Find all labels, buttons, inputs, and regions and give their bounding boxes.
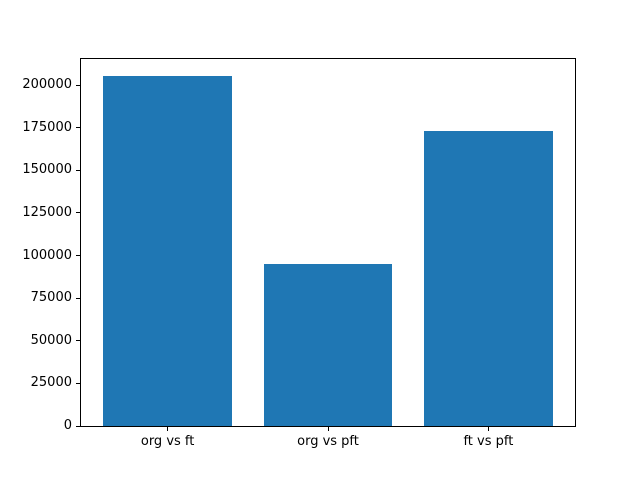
y-tick-mark <box>76 255 80 256</box>
x-tick-mark <box>487 427 489 431</box>
y-tick-label: 125000 <box>22 204 72 220</box>
y-tick-label: 100000 <box>22 247 72 263</box>
x-tick-mark <box>167 427 169 431</box>
bar-org-vs-ft <box>103 76 232 426</box>
x-tick-label: org vs pft <box>297 434 359 449</box>
bar-ft-vs-pft <box>424 131 553 426</box>
x-tick-mark <box>327 427 329 431</box>
bar-org-vs-pft <box>263 264 393 426</box>
y-tick-mark <box>76 425 80 427</box>
y-tick-label: 200000 <box>22 77 72 92</box>
y-tick-mark <box>76 382 80 384</box>
y-tick-mark <box>76 127 80 129</box>
y-tick-label: 175000 <box>22 119 72 135</box>
y-tick-mark <box>76 169 80 171</box>
plot-area <box>80 58 576 427</box>
y-tick-label: 50000 <box>30 332 72 348</box>
x-tick-label: org vs ft <box>140 434 195 449</box>
y-tick-label: 75000 <box>30 290 72 306</box>
y-tick-mark <box>76 212 80 214</box>
y-tick-label: 0 <box>63 418 72 433</box>
y-tick-mark <box>76 297 80 299</box>
y-tick-mark <box>76 84 80 86</box>
x-tick-label: ft vs pft <box>463 434 514 449</box>
y-tick-mark <box>76 340 80 342</box>
y-tick-label: 25000 <box>30 375 72 391</box>
y-tick-label: 150000 <box>22 162 72 178</box>
